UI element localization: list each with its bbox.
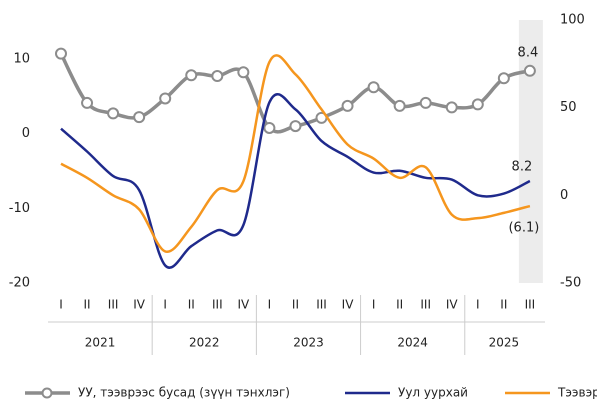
point <box>185 69 198 82</box>
legend-label: Тээвэр <box>557 386 597 400</box>
y-tick-label: -20 <box>9 276 30 291</box>
x-tick-label: II <box>292 298 299 312</box>
point <box>133 111 146 124</box>
x-tick-label: IV <box>237 298 250 312</box>
x-tick-label: III <box>212 298 223 312</box>
x-tick-label: I <box>163 298 167 312</box>
y-tick-label: -10 <box>9 201 30 216</box>
point <box>471 98 484 111</box>
x-tick-label: II <box>84 298 91 312</box>
point <box>393 99 406 112</box>
year-label: 2023 <box>293 336 324 350</box>
y-tick-label: 0 <box>22 126 30 141</box>
x-tick-label: II <box>396 298 403 312</box>
x-tick-label: I <box>268 298 272 312</box>
point <box>159 92 172 105</box>
point <box>367 81 380 94</box>
y2-tick-label: -50 <box>560 276 581 291</box>
x-tick-label: III <box>420 298 431 312</box>
value-label: 8.4 <box>518 45 539 60</box>
x-tick-label: I <box>476 298 480 312</box>
legend-marker <box>41 387 53 399</box>
point <box>419 96 432 109</box>
point <box>445 101 458 114</box>
x-tick-label: III <box>316 298 327 312</box>
x-tick-label: IV <box>342 298 355 312</box>
x-tick-label: IV <box>446 298 459 312</box>
legend-label: УУ, тээврээс бусад (зүүн тэнхлэг) <box>78 386 290 400</box>
point <box>237 66 250 79</box>
x-tick-label: III <box>108 298 119 312</box>
point <box>497 72 510 85</box>
year-label: 2024 <box>397 336 428 350</box>
value-label: 8.2 <box>512 159 533 174</box>
x-tick-label: I <box>372 298 376 312</box>
point <box>55 47 67 60</box>
y2-tick-label: 100 <box>560 13 585 28</box>
point <box>107 107 120 120</box>
point <box>289 120 302 133</box>
point <box>211 70 224 83</box>
x-tick-label: II <box>188 298 195 312</box>
point <box>523 64 536 77</box>
year-label: 2022 <box>189 336 220 350</box>
legend-label: Уул уурхай <box>398 386 468 400</box>
year-label: 2021 <box>85 336 116 350</box>
year-label: 2025 <box>489 336 520 350</box>
series-line <box>60 93 531 269</box>
value-label: (6.1) <box>508 221 539 236</box>
y2-tick-label: 50 <box>560 100 577 115</box>
highlight-band <box>518 20 543 283</box>
y-tick-label: 10 <box>13 51 30 66</box>
x-tick-label: IV <box>133 298 146 312</box>
point <box>263 121 276 134</box>
x-tick-label: III <box>525 298 536 312</box>
x-tick-label: II <box>500 298 507 312</box>
x-tick-label: I <box>59 298 63 312</box>
y2-tick-label: 0 <box>560 188 568 203</box>
point <box>81 96 94 109</box>
series-line <box>60 54 531 253</box>
point <box>341 99 354 112</box>
